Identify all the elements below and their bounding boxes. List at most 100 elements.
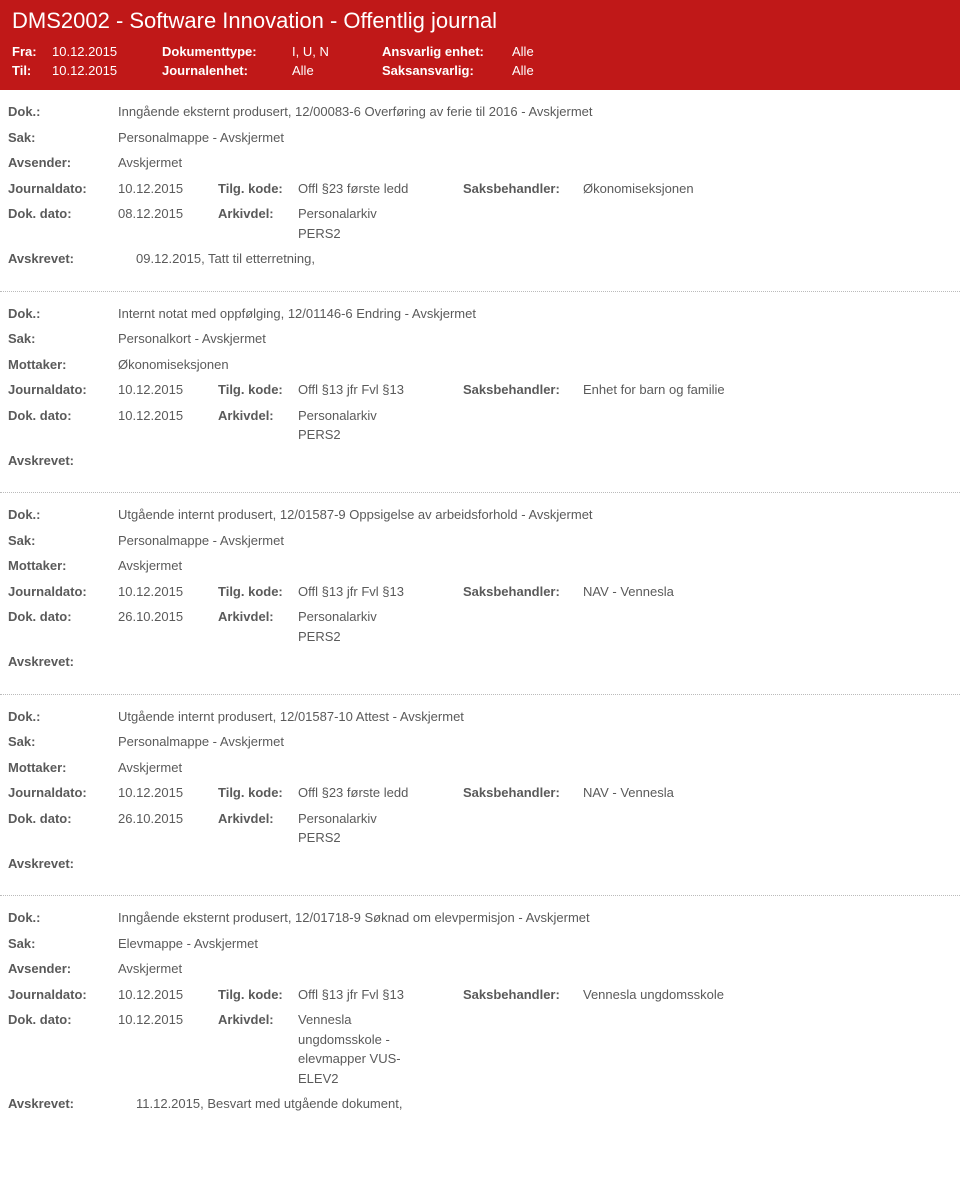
journal-entry: Dok.: Utgående internt produsert, 12/015… [0,694,960,896]
header-row-fra: Fra: 10.12.2015 Dokumenttype: I, U, N An… [12,44,948,59]
dok-value: Internt notat med oppfølging, 12/01146-6… [118,304,952,324]
tilgkode-value: Offl §23 første ledd [298,179,463,199]
avskrevet-row: Avskrevet: [8,652,952,672]
arkivdel-value: Personalarkiv PERS2 [298,406,463,445]
journal-entry: Dok.: Internt notat med oppfølging, 12/0… [0,291,960,493]
sak-value: Personalmappe - Avskjermet [118,732,952,752]
journaldato-value: 10.12.2015 [118,380,218,400]
dok-label: Dok.: [8,707,118,727]
dok-value: Inngående eksternt produsert, 12/00083-6… [118,102,952,122]
journal-entry: Dok.: Inngående eksternt produsert, 12/0… [0,895,960,1136]
saksbehandler-label: Saksbehandler: [463,380,583,400]
meta-row-2: Dok. dato: 26.10.2015 Arkivdel: Personal… [8,809,952,848]
arkivdel-value: Personalarkiv PERS2 [298,204,463,243]
avskrevet-label: Avskrevet: [8,451,118,471]
tilgkode-label: Tilg. kode: [218,380,298,400]
arkivdel-value: Personalarkiv PERS2 [298,607,463,646]
journaldato-label: Journaldato: [8,380,118,400]
journaldato-label: Journaldato: [8,179,118,199]
sak-value: Personalmappe - Avskjermet [118,531,952,551]
sak-value: Elevmappe - Avskjermet [118,934,952,954]
journaldato-value: 10.12.2015 [118,783,218,803]
tilgkode-value: Offl §13 jfr Fvl §13 [298,380,463,400]
dokdato-label: Dok. dato: [8,1010,118,1030]
saksbehandler-label: Saksbehandler: [463,179,583,199]
header-row-til: Til: 10.12.2015 Journalenhet: Alle Saksa… [12,63,948,78]
party-value: Avskjermet [118,556,952,576]
entries-container: Dok.: Inngående eksternt produsert, 12/0… [0,90,960,1136]
dok-value: Utgående internt produsert, 12/01587-10 … [118,707,952,727]
tilgkode-label: Tilg. kode: [218,783,298,803]
sak-value: Personalkort - Avskjermet [118,329,952,349]
sak-label: Sak: [8,128,118,148]
journaldato-label: Journaldato: [8,985,118,1005]
avskrevet-value: 11.12.2015, Besvart med utgående dokumen… [136,1094,402,1114]
dok-line: Dok.: Internt notat med oppfølging, 12/0… [8,304,952,324]
saksbehandler-label: Saksbehandler: [463,985,583,1005]
ansvarlig-label: Ansvarlig enhet: [382,44,512,59]
journaldato-value: 10.12.2015 [118,985,218,1005]
sak-value: Personalmappe - Avskjermet [118,128,952,148]
meta-row-2: Dok. dato: 08.12.2015 Arkivdel: Personal… [8,204,952,243]
sak-label: Sak: [8,732,118,752]
meta-row-1: Journaldato: 10.12.2015 Tilg. kode: Offl… [8,582,952,602]
party-label: Avsender: [8,959,118,979]
dok-line: Dok.: Inngående eksternt produsert, 12/0… [8,102,952,122]
dokdato-label: Dok. dato: [8,607,118,627]
meta-row-1: Journaldato: 10.12.2015 Tilg. kode: Offl… [8,783,952,803]
dok-label: Dok.: [8,304,118,324]
dokdato-label: Dok. dato: [8,204,118,224]
meta-row-2: Dok. dato: 26.10.2015 Arkivdel: Personal… [8,607,952,646]
doktype-label: Dokumenttype: [162,44,292,59]
fra-label: Fra: [12,44,52,59]
arkivdel-value: Personalarkiv PERS2 [298,809,463,848]
sak-label: Sak: [8,329,118,349]
party-line: Avsender: Avskjermet [8,959,952,979]
dok-label: Dok.: [8,505,118,525]
tilgkode-value: Offl §13 jfr Fvl §13 [298,985,463,1005]
sak-line: Sak: Personalkort - Avskjermet [8,329,952,349]
sak-line: Sak: Personalmappe - Avskjermet [8,128,952,148]
party-label: Avsender: [8,153,118,173]
tilgkode-value: Offl §23 første ledd [298,783,463,803]
saksbehandler-value: NAV - Vennesla [583,783,674,803]
journal-entry: Dok.: Inngående eksternt produsert, 12/0… [0,90,960,291]
avskrevet-label: Avskrevet: [8,1094,118,1114]
saksbehandler-value: Økonomiseksjonen [583,179,694,199]
fra-value: 10.12.2015 [52,44,162,59]
arkivdel-label: Arkivdel: [218,204,298,224]
arkivdel-label: Arkivdel: [218,809,298,829]
dokdato-value: 26.10.2015 [118,809,218,829]
meta-row-1: Journaldato: 10.12.2015 Tilg. kode: Offl… [8,985,952,1005]
journaldato-value: 10.12.2015 [118,582,218,602]
tilgkode-value: Offl §13 jfr Fvl §13 [298,582,463,602]
journaldato-label: Journaldato: [8,783,118,803]
sak-line: Sak: Personalmappe - Avskjermet [8,732,952,752]
sak-label: Sak: [8,934,118,954]
ansvarlig-value: Alle [512,44,534,59]
party-value: Økonomiseksjonen [118,355,952,375]
avskrevet-value: 09.12.2015, Tatt til etterretning, [136,249,315,269]
party-line: Mottaker: Avskjermet [8,556,952,576]
meta-row-2: Dok. dato: 10.12.2015 Arkivdel: Vennesla… [8,1010,952,1088]
party-label: Mottaker: [8,355,118,375]
tilgkode-label: Tilg. kode: [218,179,298,199]
avskrevet-label: Avskrevet: [8,249,118,269]
tilgkode-label: Tilg. kode: [218,582,298,602]
tilgkode-label: Tilg. kode: [218,985,298,1005]
journalenhet-value: Alle [292,63,382,78]
sak-line: Sak: Elevmappe - Avskjermet [8,934,952,954]
avskrevet-row: Avskrevet: [8,451,952,471]
arkivdel-label: Arkivdel: [218,607,298,627]
saksbehandler-label: Saksbehandler: [463,582,583,602]
dok-label: Dok.: [8,908,118,928]
saks-value: Alle [512,63,534,78]
til-label: Til: [12,63,52,78]
til-value: 10.12.2015 [52,63,162,78]
meta-row-1: Journaldato: 10.12.2015 Tilg. kode: Offl… [8,179,952,199]
doktype-value: I, U, N [292,44,382,59]
party-label: Mottaker: [8,556,118,576]
journaldato-label: Journaldato: [8,582,118,602]
sak-label: Sak: [8,531,118,551]
saksbehandler-value: NAV - Vennesla [583,582,674,602]
